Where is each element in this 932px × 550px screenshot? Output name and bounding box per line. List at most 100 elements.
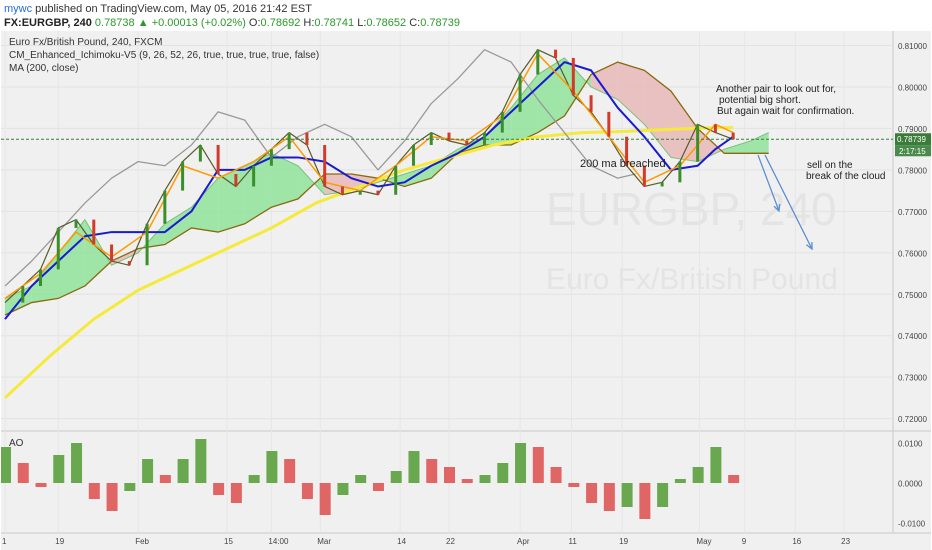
cloud-segment bbox=[58, 219, 85, 299]
annotations: Euro Fx/British Pound, 240, FXCM CM_Enha… bbox=[9, 37, 886, 449]
last-price-tag bbox=[895, 133, 931, 146]
ao-bar bbox=[710, 447, 722, 483]
arrow-head-icon bbox=[773, 203, 781, 213]
time-tick-label: May bbox=[696, 537, 711, 546]
chart-area[interactable]: EURGBP, 240 Euro Fx/British Pound 0.8100… bbox=[1, 31, 931, 550]
ao-bar bbox=[550, 467, 562, 483]
price-candle bbox=[731, 132, 735, 140]
sell-note-2: break of the cloud bbox=[806, 171, 886, 182]
sell-arrow-line bbox=[764, 154, 813, 250]
last-price-tag-label: 0.78739 bbox=[897, 135, 926, 144]
ao-bar bbox=[408, 451, 420, 483]
open-label: O: bbox=[248, 17, 261, 29]
ma200-line bbox=[3, 126, 734, 400]
countdown-tag bbox=[895, 145, 931, 157]
price-tick-label: 0.74000 bbox=[898, 332, 927, 341]
ao-bar bbox=[674, 479, 686, 483]
senkou-span-b-line bbox=[4, 61, 769, 316]
ao-bar bbox=[195, 439, 207, 483]
watermark: EURGBP, 240 Euro Fx/British Pound bbox=[546, 183, 838, 296]
price-tick-label: 0.76000 bbox=[898, 249, 927, 258]
cloud-segment bbox=[617, 62, 645, 125]
open-value: 0.78692 bbox=[260, 17, 301, 29]
price-candle bbox=[269, 149, 273, 166]
price-candle bbox=[589, 95, 593, 112]
cloud-segment bbox=[644, 70, 671, 158]
close-label: C: bbox=[409, 17, 421, 29]
high-label: H: bbox=[303, 17, 315, 29]
short-note-2: potential big short. bbox=[719, 95, 801, 106]
ao-bar bbox=[142, 459, 154, 483]
cloud-segment bbox=[724, 140, 751, 154]
cloud-segment bbox=[564, 57, 592, 116]
price-candle bbox=[642, 165, 646, 187]
legend-line2: CM_Enhanced_Ichimoku-V5 (9, 26, 52, 26, … bbox=[9, 50, 319, 61]
ao-bar bbox=[603, 483, 615, 511]
price-axis: 0.81000 0.80000 0.79000 0.78000 0.77000 0.760… bbox=[895, 42, 931, 529]
price-candle bbox=[234, 174, 238, 187]
price-candle bbox=[56, 227, 60, 270]
price-chart-svg[interactable]: EURGBP, 240 Euro Fx/British Pound 0.8100… bbox=[1, 31, 931, 550]
time-tick-label: 11 bbox=[569, 537, 578, 546]
price-candle bbox=[678, 161, 682, 183]
price-tick-label: 0.77000 bbox=[898, 208, 927, 217]
high-value: 0.78741 bbox=[314, 17, 355, 29]
price-candle bbox=[39, 269, 43, 286]
time-tick-label: 19 bbox=[619, 537, 628, 546]
price-candle bbox=[163, 190, 167, 224]
time-tick-label: 19 bbox=[55, 537, 64, 546]
ao-bar bbox=[426, 459, 438, 483]
ao-bar bbox=[53, 455, 65, 483]
price-candle bbox=[74, 219, 78, 228]
ao-tick-label: 0.0100 bbox=[898, 440, 923, 449]
watermark-name: Euro Fx/British Pound bbox=[546, 263, 838, 296]
price-candle bbox=[483, 132, 487, 146]
time-axis: 1 19 Feb 15 14:00 Mar 14 22 Apr 11 19 May 9 16 23 bbox=[2, 537, 851, 546]
cloud-segment bbox=[31, 252, 59, 303]
price-change: +0.00013 (+0.02%) bbox=[151, 17, 246, 29]
symbol-label[interactable]: FX:EURGBP, 240 bbox=[4, 17, 92, 29]
ao-bar bbox=[319, 483, 331, 515]
cloud-segment bbox=[671, 91, 698, 162]
author-link[interactable]: mywc bbox=[4, 3, 33, 15]
ao-bar bbox=[692, 467, 704, 483]
price-candle bbox=[181, 161, 185, 191]
cloud-segment bbox=[537, 57, 565, 133]
ao-bar bbox=[532, 447, 544, 483]
price-tick-label: 0.75000 bbox=[898, 291, 927, 300]
legend-line1: Euro Fx/British Pound, 240, FXCM bbox=[9, 37, 162, 48]
publish-text: published on TradingView.com, May 05, 20… bbox=[35, 3, 312, 15]
time-tick-label: 23 bbox=[841, 537, 850, 546]
legend-line3: MA (200, close) bbox=[9, 63, 78, 74]
price-candle bbox=[571, 57, 575, 96]
ao-bar bbox=[177, 459, 189, 483]
quote-line: FX:EURGBP, 240 0.78738 ▲ +0.00013 (+0.02… bbox=[4, 17, 460, 29]
ao-label: AO bbox=[9, 438, 24, 449]
price-tick-label: 0.80000 bbox=[898, 83, 927, 92]
price-candle bbox=[447, 132, 451, 141]
low-label: L: bbox=[357, 17, 367, 29]
price-tick-label: 0.79000 bbox=[898, 125, 927, 134]
ao-bar bbox=[444, 467, 455, 483]
low-value: 0.78652 bbox=[366, 17, 407, 29]
cloud-segment bbox=[750, 132, 769, 154]
ao-bar bbox=[639, 483, 651, 519]
up-triangle-icon: ▲ bbox=[137, 17, 149, 29]
watermark-symbol: EURGBP, 240 bbox=[546, 183, 837, 235]
price-candle bbox=[411, 145, 415, 166]
price-candle bbox=[500, 111, 504, 133]
price-candle bbox=[376, 190, 380, 195]
time-tick-label: 1 bbox=[2, 537, 7, 546]
price-tick-label: 0.78000 bbox=[898, 166, 927, 175]
cloud-segment bbox=[244, 153, 272, 224]
ao-bar bbox=[159, 475, 171, 483]
chart-header: mywc published on TradingView.com, May 0… bbox=[2, 0, 932, 32]
ao-bar bbox=[728, 475, 740, 483]
ao-tick-label: 0.0000 bbox=[898, 480, 923, 489]
price-candle bbox=[607, 111, 611, 137]
ichimoku-cloud bbox=[4, 57, 769, 316]
ao-bar bbox=[213, 483, 225, 495]
cloud-segment bbox=[84, 219, 112, 286]
time-tick-label: 14 bbox=[397, 537, 406, 546]
last-price: 0.78738 bbox=[94, 17, 135, 29]
